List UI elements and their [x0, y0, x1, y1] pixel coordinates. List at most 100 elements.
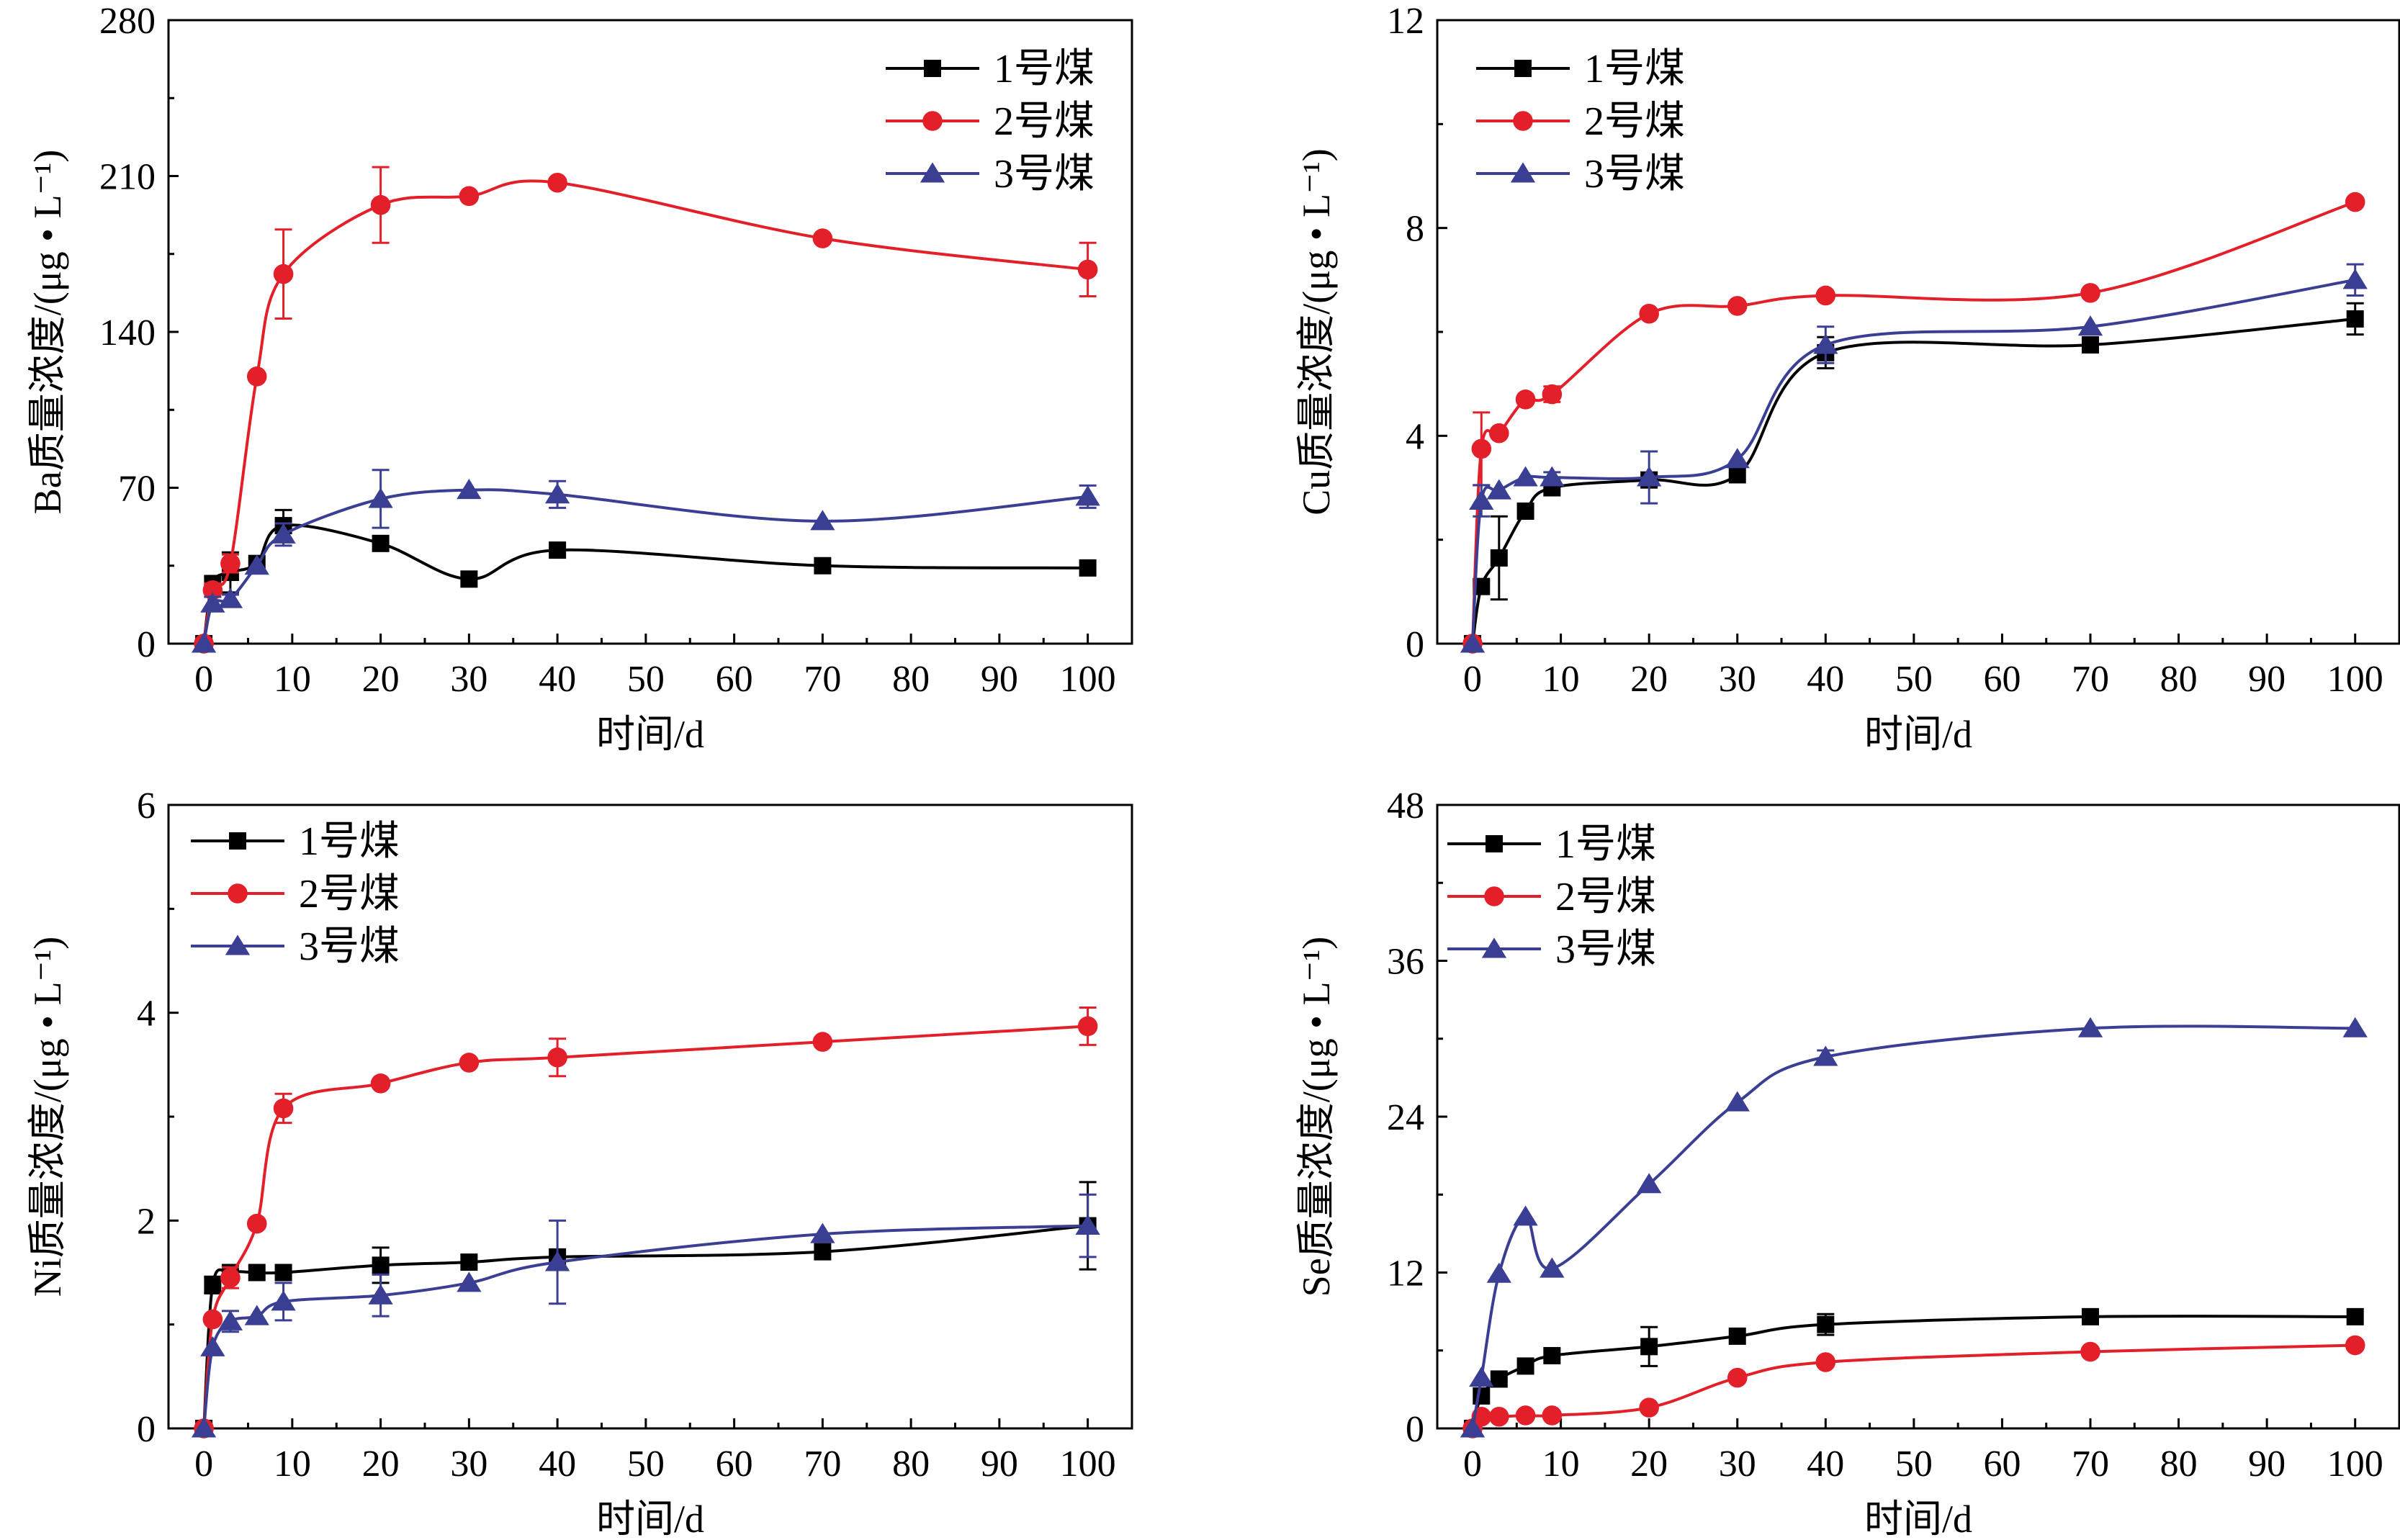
data-point-circle	[547, 1047, 567, 1068]
x-tick-label: 90	[2248, 1444, 2286, 1485]
data-point-triangle	[217, 587, 243, 608]
data-point-triangle	[920, 162, 945, 183]
data-point-triangle	[225, 935, 251, 955]
legend-label: 3号煤	[299, 924, 400, 969]
x-axis-label: 时间/d	[596, 713, 704, 756]
data-point-triangle	[191, 1417, 217, 1438]
x-tick-label: 30	[1719, 1444, 1756, 1485]
data-point-square	[2082, 1307, 2100, 1325]
y-axis-label: Ba质量浓度/(μg • L⁻¹)	[26, 150, 69, 515]
series-3	[191, 469, 1100, 653]
data-point-square	[274, 1264, 292, 1282]
data-point-triangle	[244, 1305, 269, 1325]
legend: 1号煤 2号煤 3号煤	[191, 819, 400, 969]
x-tick-label: 20	[362, 659, 400, 700]
legend-label: 2号煤	[1555, 875, 1656, 919]
data-point-triangle	[1637, 1173, 1662, 1194]
y-tick-label: 0	[137, 624, 156, 665]
x-tick-label: 80	[892, 659, 930, 700]
y-tick-label: 0	[137, 1409, 156, 1450]
x-tick-label: 70	[804, 1444, 841, 1485]
x-tick-label: 10	[274, 659, 311, 700]
x-tick-label: 100	[2327, 1444, 2383, 1485]
data-point-triangle	[1460, 1417, 1486, 1438]
x-tick-label: 100	[1060, 1444, 1116, 1485]
data-point-circle	[202, 1309, 223, 1330]
data-point-circle	[1815, 1352, 1836, 1372]
x-tick-label: 90	[981, 1444, 1018, 1485]
chart-panel-3: 0 10 20 30 40 50 60 70 80 90 100 0 2 4 6 时间/d Ni质量浓度/(μg…	[26, 785, 1133, 1540]
data-point-triangle	[810, 1222, 835, 1243]
x-tick-label: 30	[1719, 659, 1756, 700]
x-tick-label: 40	[539, 1444, 576, 1485]
data-point-triangle	[1513, 466, 1538, 487]
x-tick-label: 60	[716, 1444, 753, 1485]
data-point-triangle	[1075, 485, 1100, 506]
data-point-square	[204, 1276, 222, 1294]
x-tick-label: 20	[362, 1444, 400, 1485]
x-tick-label: 50	[1895, 659, 1933, 700]
x-tick-label: 50	[1895, 1444, 1933, 1485]
data-point-triangle	[2342, 269, 2368, 289]
data-point-circle	[370, 1073, 391, 1094]
legend: 1号煤 2号煤 3号煤	[1447, 822, 1656, 972]
data-point-triangle	[244, 554, 269, 575]
data-point-triangle	[191, 632, 217, 653]
data-point-triangle	[810, 510, 835, 531]
data-point-square	[248, 1264, 266, 1282]
x-tick-label: 90	[981, 659, 1018, 700]
series-1	[1464, 1307, 2364, 1437]
data-point-circle	[1639, 303, 1659, 324]
y-tick-label: 12	[1387, 1253, 1424, 1294]
data-point-circle	[459, 1053, 480, 1073]
y-tick-label: 280	[99, 1, 156, 42]
series-line	[1471, 1025, 2355, 1429]
series-line	[1471, 200, 2356, 644]
data-point-triangle	[457, 1271, 482, 1292]
data-point-circle	[2345, 192, 2365, 212]
data-point-triangle	[1813, 1045, 1838, 1066]
data-point-triangle	[2342, 1017, 2368, 1037]
chart-panel-1: 0 10 20 30 40 50 60 70 80 90 100 0 70 140 210 280 时间/d Ba…	[26, 1, 1133, 756]
legend-label: 3号煤	[994, 152, 1095, 197]
legend-label: 3号煤	[1555, 927, 1656, 972]
data-point-square	[460, 1253, 478, 1271]
data-point-circle	[228, 883, 248, 904]
data-point-circle	[812, 1032, 833, 1052]
data-point-triangle	[544, 1251, 570, 1271]
x-tick-label: 0	[194, 1444, 213, 1485]
y-tick-label: 0	[1406, 1409, 1424, 1450]
series-2	[1462, 192, 2365, 654]
series-line	[1471, 317, 2355, 644]
legend: 1号煤 2号煤 3号煤	[886, 47, 1095, 197]
x-tick-label: 70	[2072, 659, 2109, 700]
data-point-circle	[246, 366, 267, 387]
data-point-triangle	[1075, 1214, 1100, 1235]
data-point-circle	[547, 172, 567, 193]
x-tick-label: 100	[2327, 659, 2383, 700]
data-point-circle	[1484, 886, 1504, 906]
series-line	[202, 523, 1088, 644]
data-point-circle	[1077, 1016, 1098, 1037]
data-point-circle	[812, 228, 833, 248]
data-point-square	[2346, 310, 2364, 328]
data-point-square	[1079, 559, 1097, 577]
series-3	[1460, 263, 2368, 653]
plot-frame	[167, 19, 1133, 645]
data-point-circle	[1542, 1405, 1563, 1426]
legend: 1号煤 2号煤 3号煤	[1476, 47, 1685, 197]
y-tick-label: 6	[137, 785, 156, 827]
chart-panel-4: 0 10 20 30 40 50 60 70 80 90 100 0 12 24 36 48 时间/d Se质量浓…	[1295, 785, 2400, 1540]
y-tick-label: 12	[1387, 1, 1424, 42]
series-line	[1471, 1343, 2355, 1430]
data-point-square	[1473, 1387, 1491, 1405]
y-tick-label: 0	[1406, 624, 1424, 665]
x-tick-label: 0	[194, 659, 213, 700]
data-point-circle	[273, 264, 294, 284]
y-tick-label: 48	[1387, 785, 1424, 827]
data-point-triangle	[271, 523, 296, 544]
data-point-circle	[1639, 1397, 1659, 1418]
x-tick-label: 30	[450, 1444, 487, 1485]
y-tick-label: 70	[118, 469, 156, 510]
